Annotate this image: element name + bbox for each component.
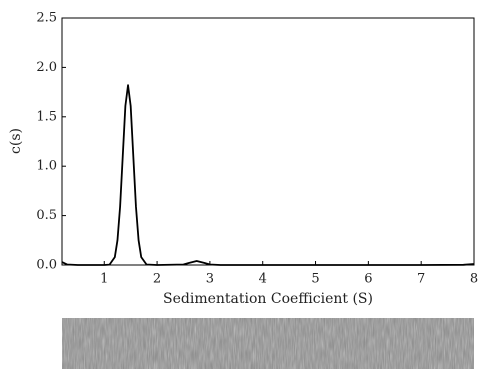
x-tick-label: 2	[153, 272, 161, 287]
x-tick-label: 7	[417, 272, 425, 287]
y-axis-label: c(s)	[8, 128, 24, 154]
x-tick-label: 8	[470, 272, 478, 287]
x-tick-label: 4	[259, 272, 267, 287]
y-tick-label: 2.5	[36, 11, 57, 26]
x-tick-label: 3	[206, 272, 214, 287]
x-tick-label: 5	[311, 272, 319, 287]
residual-noise	[62, 318, 474, 369]
y-tick-label: 1.0	[36, 159, 57, 174]
chart: Sedimentation Coefficient (S) c(s) 0.0 0.…	[0, 0, 478, 369]
data-line	[62, 85, 474, 265]
x-axis-label: Sedimentation Coefficient (S)	[163, 291, 373, 307]
y-tick-label: 0.0	[36, 258, 57, 273]
x-tick-label: 6	[364, 272, 372, 287]
y-tick-label: 1.5	[36, 109, 57, 124]
y-tick-label: 2.0	[36, 60, 57, 75]
y-tick-label: 0.5	[36, 208, 57, 223]
x-tick-label: 1	[100, 272, 108, 287]
